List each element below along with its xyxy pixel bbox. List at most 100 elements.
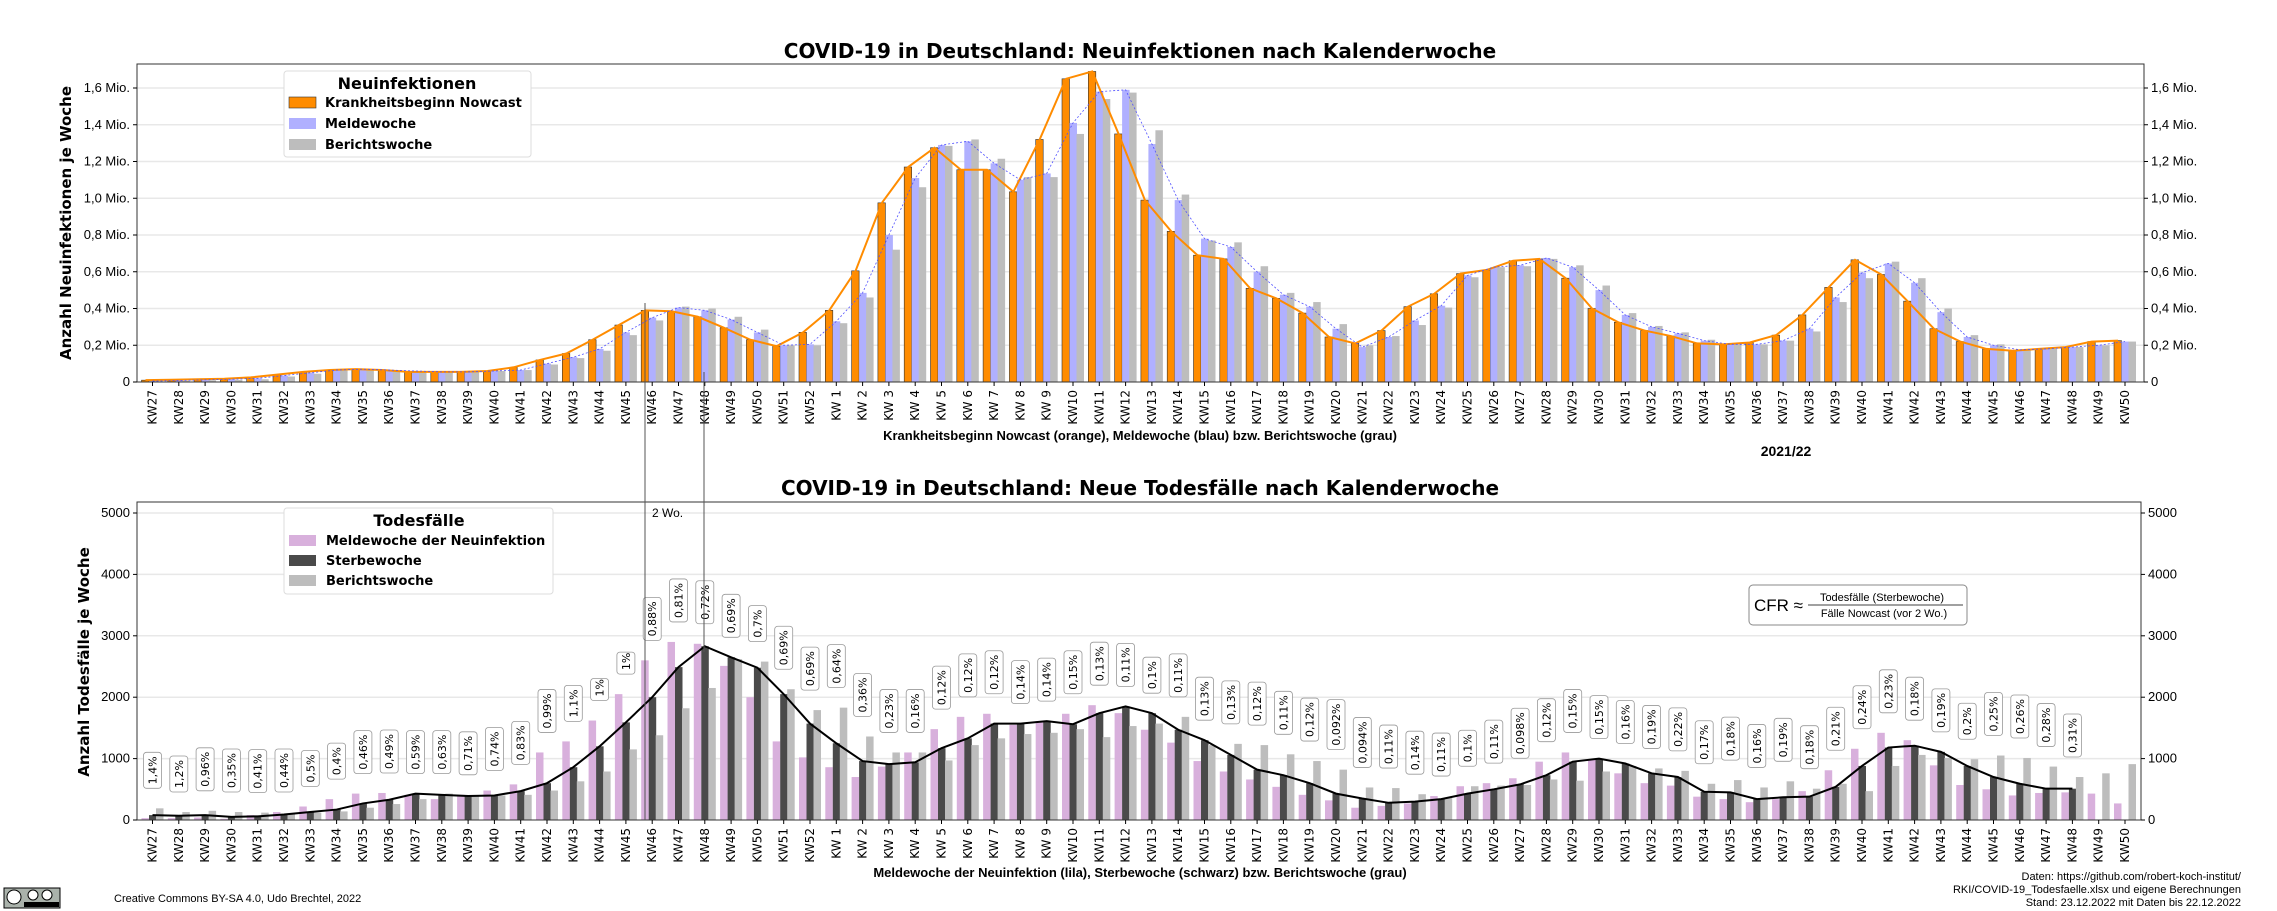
cfr-formula-box: CFR ≈ Todesfälle (Sterbewoche) Fälle Now…	[1748, 584, 1968, 626]
bar-krankheitsbeginn-nowcast	[1666, 335, 1675, 383]
cfr-label-box	[1405, 730, 1425, 775]
bar-berichtswoche	[2075, 347, 2084, 382]
bar-berichtswoche	[1549, 779, 1558, 820]
bar-sterbewoche	[1437, 799, 1446, 820]
cc-by-sa-badge	[3, 887, 61, 909]
cfr-label-box	[537, 689, 557, 733]
x-tick-label: KW 9	[1040, 390, 1054, 421]
bar-meldewoche	[938, 144, 946, 382]
bar-krankheitsbeginn-nowcast	[1193, 254, 1202, 383]
top-legend: Neuinfektionen Krankheitsbeginn Nowcast …	[283, 70, 532, 158]
bar-meldewoche	[1700, 340, 1709, 382]
bar-berichtswoche	[1944, 757, 1952, 820]
x-tick-label: KW33	[303, 828, 317, 863]
bar-krankheitsbeginn-nowcast	[1009, 191, 1018, 383]
y-tick-label-left: 2000	[101, 689, 130, 704]
bar-meldewoche	[1884, 263, 1893, 382]
x-tick-label: KW25	[1461, 390, 1475, 425]
bar-meldewoche-der-neuinfektion	[1325, 800, 1333, 820]
bar-meldewoche-der-neuinfektion	[2114, 803, 2122, 820]
cfr-label: 0,19%	[1935, 693, 1948, 728]
cfr-label: 0,15%	[1567, 694, 1580, 729]
cfr-label-box	[1537, 698, 1556, 743]
bar-meldewoche	[1306, 306, 1314, 382]
cfr-label-box	[1510, 707, 1530, 759]
x-tick-label: KW 7	[987, 390, 1001, 421]
cfr-label: 0,72%	[699, 585, 712, 620]
x-tick-label: KW15	[1198, 390, 1212, 425]
bar-meldewoche	[1674, 333, 1682, 382]
x-tick-label: KW49	[724, 828, 738, 863]
cfr-label-box	[1694, 720, 1714, 765]
bar-berichtswoche	[1812, 331, 1821, 382]
bar-meldewoche	[859, 292, 867, 382]
x-tick-label: KW 7	[987, 828, 1001, 859]
bar-sterbewoche	[517, 791, 525, 820]
bar-meldewoche-der-neuinfektion	[1903, 740, 1912, 820]
bar-sterbewoche	[254, 816, 262, 820]
bar-sterbewoche	[1016, 723, 1025, 820]
bar-meldewoche-der-neuinfektion	[1062, 713, 1070, 820]
bar-berichtswoche	[839, 323, 848, 382]
cfr-label-box	[642, 596, 662, 641]
bar-berichtswoche	[445, 371, 453, 382]
cfr-label: 0,11%	[1488, 724, 1501, 759]
bar-berichtswoche	[208, 380, 217, 382]
bar-krankheitsbeginn-nowcast	[588, 339, 597, 383]
x-tick-label: KW46	[2013, 828, 2027, 863]
x-tick-label: KW44	[1960, 828, 1974, 863]
bar-berichtswoche	[1050, 177, 1058, 382]
x-tick-label: KW52	[803, 390, 817, 425]
x-tick-label: KW48	[698, 828, 712, 863]
x-tick-label: KW44	[593, 828, 607, 863]
x-tick-label: KW22	[1382, 828, 1396, 863]
cfr-label: 0,17%	[1698, 725, 1711, 760]
cfr-formula-denominator: Fälle Nowcast (vor 2 Wo.)	[1821, 608, 1947, 620]
x-tick-label: KW45	[619, 390, 633, 425]
bar-berichtswoche	[2128, 764, 2136, 820]
bar-sterbewoche	[1963, 765, 1972, 820]
bar-sterbewoche	[1227, 754, 1235, 820]
bar-meldewoche-der-neuinfektion	[983, 713, 991, 820]
bar-krankheitsbeginn-nowcast	[325, 369, 334, 383]
cfr-label-box	[1326, 699, 1346, 751]
bar-sterbewoche	[806, 723, 814, 820]
cfr-label-box	[1931, 688, 1951, 733]
bar-berichtswoche	[1628, 313, 1637, 382]
bar-krankheitsbeginn-nowcast	[1166, 231, 1175, 383]
x-tick-label: KW34	[1697, 828, 1711, 863]
bar-berichtswoche	[524, 794, 532, 820]
bar-meldewoche-der-neuinfektion	[404, 794, 412, 820]
y-tick-label-right: 1,6 Mio.	[2151, 80, 2197, 95]
x-tick-label: KW32	[1645, 390, 1659, 425]
bar-sterbewoche	[1648, 773, 1656, 820]
bottom-axes: 0 0 1000 1000 2000 2000 3000 3000 4000 4000 5000 50…	[101, 505, 2177, 863]
y-tick-label-left: 0,6 Mio.	[84, 264, 130, 279]
legend-swatch-berichtswoche-tod	[289, 575, 316, 586]
y-tick-label-left: 1,0 Mio.	[84, 190, 130, 205]
cfr-label: 0,71%	[462, 736, 475, 771]
bar-sterbewoche	[1148, 713, 1156, 820]
bar-sterbewoche	[753, 667, 762, 820]
bar-meldewoche	[1753, 344, 1761, 382]
bottom-lines	[152, 645, 2073, 818]
x-tick-label: KW35	[356, 390, 370, 425]
x-tick-label: KW46	[2013, 390, 2027, 425]
bar-sterbewoche	[1095, 713, 1104, 820]
bar-sterbewoche	[412, 793, 420, 820]
bar-sterbewoche	[1490, 789, 1498, 820]
legend-swatch-nowcast	[288, 96, 317, 109]
bar-berichtswoche	[1260, 266, 1269, 382]
x-tick-label: KW26	[1487, 390, 1501, 425]
bar-berichtswoche	[866, 297, 874, 382]
bar-meldewoche-der-neuinfektion	[141, 818, 149, 820]
x-tick-label: KW37	[409, 390, 423, 425]
bar-meldewoche-der-neuinfektion	[904, 752, 912, 820]
bar-berichtswoche	[1392, 788, 1400, 820]
bar-sterbewoche	[1727, 792, 1735, 820]
bar-krankheitsbeginn-nowcast	[561, 353, 571, 383]
x-tick-label: KW 5	[935, 828, 949, 859]
x-tick-label: KW31	[1618, 828, 1632, 863]
bar-sterbewoche	[543, 783, 551, 820]
cfr-label: 0,16%	[1751, 729, 1764, 764]
